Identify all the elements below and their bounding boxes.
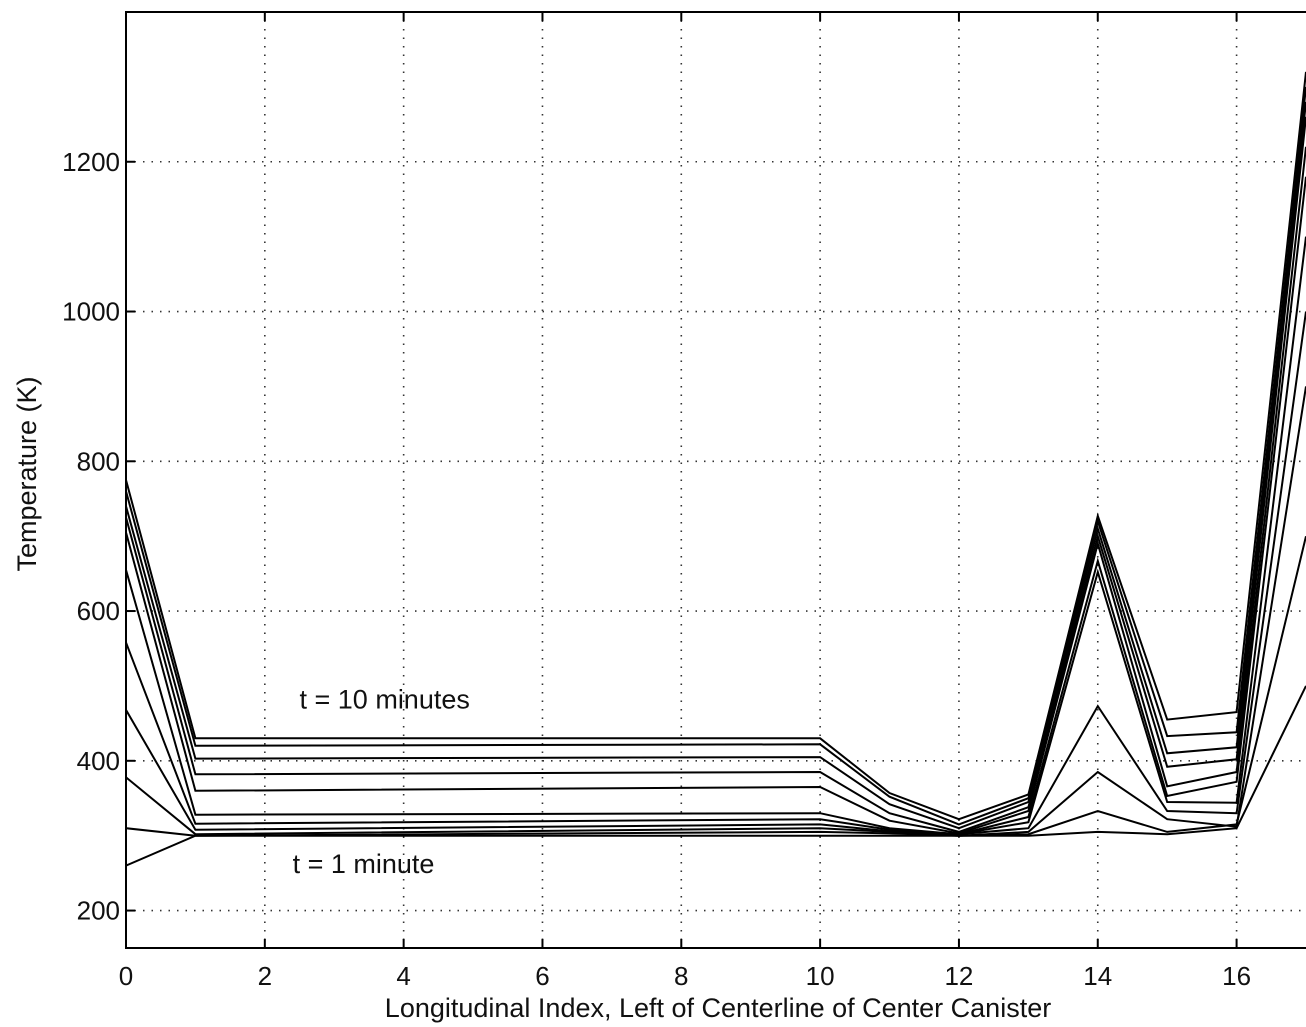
tick-marks	[125, 12, 1238, 948]
y-grid	[126, 160, 1306, 912]
y-tick-labels: 200 400 600 800 1000 1200	[62, 147, 120, 926]
x-tick-label: 2	[258, 961, 272, 991]
annotation-t-1-minute: t = 1 minute	[293, 849, 435, 879]
x-tick-label: 0	[119, 961, 133, 991]
y-tick-label: 400	[77, 746, 120, 776]
series-line-7	[125, 146, 1306, 835]
y-tick-label: 1200	[62, 147, 120, 177]
y-tick-label: 600	[77, 596, 120, 626]
series-line-2	[125, 535, 1306, 837]
series-line-8	[125, 116, 1306, 833]
series-line-10	[125, 86, 1306, 826]
series-layer	[125, 71, 1306, 867]
x-axis-label: Longitudinal Index, Left of Centerline o…	[385, 993, 1051, 1023]
series-line-3	[125, 386, 1306, 837]
annotations: t = 10 minutes t = 1 minute	[293, 684, 470, 879]
y-tick-label: 800	[77, 446, 120, 476]
axis-frame	[125, 11, 1306, 949]
x-tick-label: 6	[535, 961, 549, 991]
x-tick-label: 16	[1222, 961, 1251, 991]
x-grid	[264, 12, 1238, 948]
annotation-t-10-minutes: t = 10 minutes	[300, 684, 470, 714]
series-line-11	[125, 71, 1306, 821]
series-line-9	[125, 101, 1306, 830]
x-tick-label: 14	[1083, 961, 1112, 991]
series-line-6	[125, 176, 1306, 836]
x-tick-label: 10	[806, 961, 835, 991]
y-tick-label: 1000	[62, 297, 120, 327]
y-axis-label: Temperature (K)	[12, 376, 42, 571]
x-tick-label: 4	[396, 961, 410, 991]
x-tick-label: 12	[944, 961, 973, 991]
x-tick-labels: 0 2 4 6 8 10 12 14 16	[119, 961, 1251, 991]
series-line-5	[125, 236, 1306, 836]
series-line-4	[125, 311, 1306, 836]
x-tick-label: 8	[674, 961, 688, 991]
y-tick-label: 200	[77, 896, 120, 926]
